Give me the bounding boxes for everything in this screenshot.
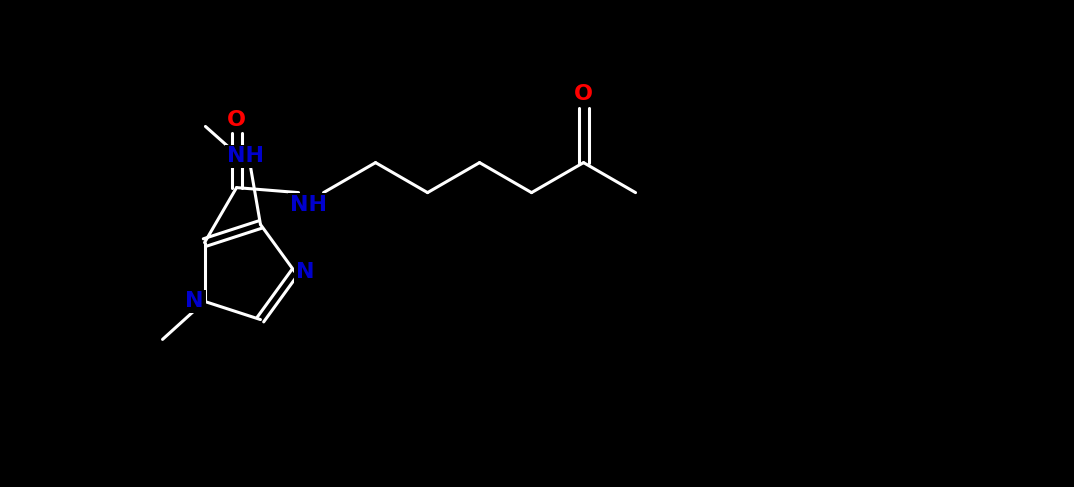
Text: N: N [186, 291, 204, 311]
Text: N: N [295, 262, 315, 282]
Text: O: O [227, 110, 246, 130]
Text: O: O [574, 84, 593, 104]
Text: NH: NH [290, 195, 328, 215]
Text: NH: NH [227, 147, 264, 167]
